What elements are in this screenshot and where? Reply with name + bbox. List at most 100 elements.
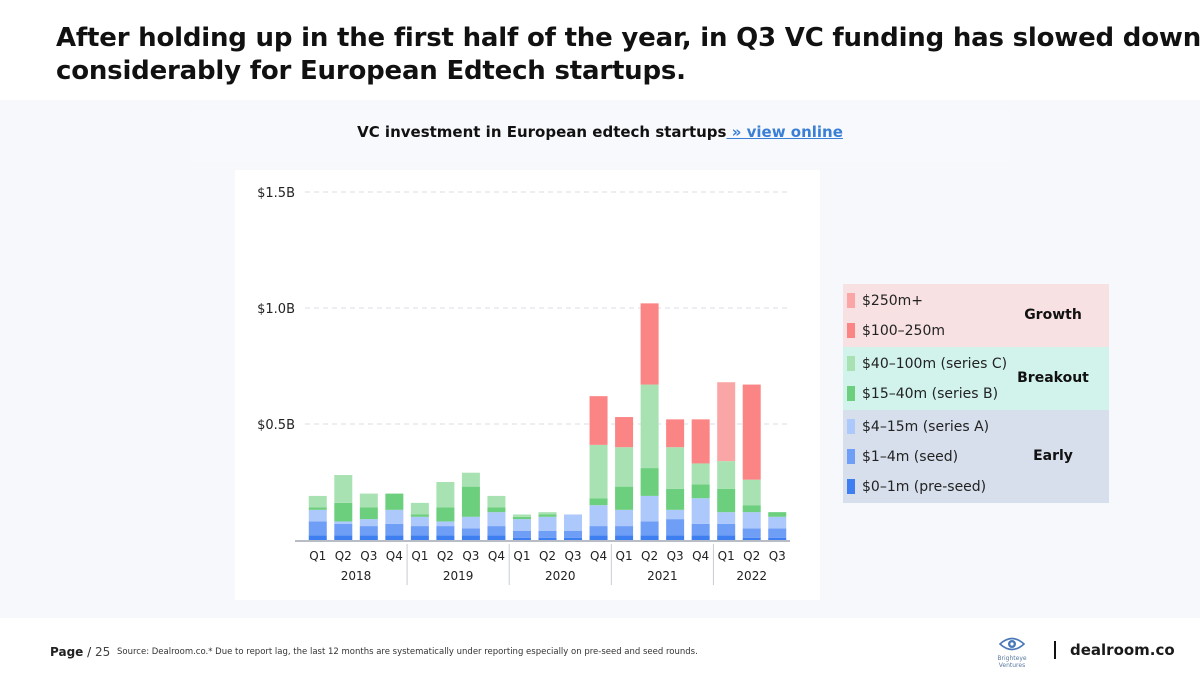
- eye-icon: [998, 637, 1026, 651]
- legend-swatch: [847, 323, 855, 338]
- legend-group-breakout: $40–100m (series C) $15–40m (series B) Bre…: [843, 347, 1109, 410]
- legend-swatch: [847, 386, 855, 401]
- bar-segment: [385, 509, 404, 524]
- bar-segment: [461, 535, 480, 540]
- bar-segment: [717, 535, 736, 540]
- bar-segment: [691, 535, 710, 540]
- bar-segment: [334, 523, 353, 536]
- x-tick-label: Q4: [692, 549, 709, 563]
- bar-segment: [461, 486, 480, 517]
- bar-segment: [666, 447, 685, 489]
- legend-item: $40–100m (series C): [847, 354, 1007, 374]
- year-label: 2022: [736, 569, 767, 583]
- bar-segment: [640, 495, 659, 522]
- x-tick-label: Q1: [616, 549, 633, 563]
- x-tick-label: Q3: [360, 549, 377, 563]
- bar-segment: [461, 528, 480, 536]
- bar-segment: [512, 516, 531, 520]
- view-online-link[interactable]: » view online: [726, 123, 843, 141]
- bar-segment: [615, 526, 634, 536]
- bar-segment: [436, 535, 455, 540]
- bar-segment: [717, 523, 736, 536]
- page-label: Page: [50, 645, 84, 659]
- bar-segment: [691, 523, 710, 536]
- logo-divider: [1054, 641, 1056, 659]
- bar-segment: [359, 507, 378, 520]
- bar-segment: [589, 505, 608, 527]
- bar-segment: [334, 535, 353, 540]
- bar-segment: [334, 475, 353, 503]
- x-tick-label: Q2: [641, 549, 658, 563]
- year-label: 2020: [545, 569, 576, 583]
- legend-item: $100–250m: [847, 321, 945, 341]
- bar-segment: [359, 493, 378, 508]
- bar-segment: [691, 498, 710, 524]
- bar-segment: [334, 521, 353, 524]
- bar-segment: [640, 303, 659, 385]
- bar-segment: [717, 461, 736, 489]
- brighteye-logo: Brighteye Ventures: [984, 636, 1040, 669]
- x-tick-label: Q2: [437, 549, 454, 563]
- bar-segment: [589, 444, 608, 499]
- bar-segment: [615, 417, 634, 448]
- x-tick-label: Q1: [411, 549, 428, 563]
- bar-segment: [615, 447, 634, 487]
- headline-line-2: considerably for European Edtech startup…: [56, 56, 686, 86]
- page-number: 25: [94, 645, 111, 659]
- bar-segment: [385, 535, 404, 540]
- legend-band: [843, 284, 1109, 347]
- legend-item-label: $0–1m (pre-seed): [862, 479, 987, 495]
- bar-segment: [615, 486, 634, 510]
- bar-segment: [359, 535, 378, 540]
- bar-segment: [487, 495, 506, 508]
- bar-segment: [308, 495, 327, 508]
- bar-segment: [666, 519, 685, 536]
- bar-segment: [640, 468, 659, 496]
- legend-item-label: $4–15m (series A): [862, 419, 990, 435]
- legend-item-label: $15–40m (series B): [862, 386, 999, 402]
- bar-segment: [334, 502, 353, 522]
- legend-item-label: $40–100m (series C): [862, 356, 1008, 372]
- legend-item: $4–15m (series A): [847, 417, 989, 437]
- bar-segment: [589, 498, 608, 506]
- year-label: 2021: [647, 569, 678, 583]
- bar-segment: [487, 526, 506, 536]
- bar-segment: [717, 382, 736, 462]
- bar-segment: [742, 512, 761, 529]
- chart-header: [190, 110, 1010, 162]
- legend-item: $15–40m (series B): [847, 384, 998, 404]
- stacked-bar-chart: $0.5B $1.0B $1.5B Q1 Q2 Q3 Q4 Q1 Q2 Q3 Q4 Q1 Q2 Q3 Q4 Q…: [257, 186, 790, 585]
- bar-segment: [589, 396, 608, 445]
- bar-segment: [691, 484, 710, 499]
- x-tick-label: Q4: [590, 549, 607, 563]
- bar-segment: [410, 514, 429, 517]
- source-note: Source: Dealroom.co.* Due to report lag,…: [117, 647, 698, 657]
- bar-segment: [717, 488, 736, 513]
- x-tick-label: Q3: [462, 549, 479, 563]
- headline: After holding up in the first half of th…: [56, 22, 1200, 88]
- bar-segment: [564, 514, 583, 531]
- x-tick-label: Q4: [488, 549, 505, 563]
- bar-segment: [666, 509, 685, 520]
- bar-segment: [410, 535, 429, 540]
- bar-segment: [487, 535, 506, 540]
- x-tick-label: Q4: [386, 549, 403, 563]
- bar-segment: [308, 509, 327, 522]
- bar-segment: [666, 488, 685, 510]
- chart-area: $0.5B $1.0B $1.5B Q1 Q2 Q3 Q4 Q1 Q2 Q3 Q4 Q1 Q2 Q3 Q4 Q…: [235, 170, 820, 600]
- bar-segment: [768, 537, 787, 540]
- legend-swatch: [847, 479, 855, 494]
- bar-segment: [742, 528, 761, 538]
- dealroom-logo: dealroom.co: [1070, 641, 1175, 659]
- x-tick-label: Q1: [718, 549, 735, 563]
- bar-segment: [564, 537, 583, 540]
- legend-group-growth: $250m+ $100–250m Growth: [843, 284, 1109, 347]
- bar-segment: [385, 493, 404, 510]
- legend-swatch: [847, 356, 855, 371]
- bar-segment: [742, 384, 761, 480]
- bar-segment: [615, 509, 634, 527]
- x-tick-label: Q3: [667, 549, 684, 563]
- bar-segment: [308, 507, 327, 510]
- legend-swatch: [847, 449, 855, 464]
- legend-item: $0–1m (pre-seed): [847, 477, 986, 497]
